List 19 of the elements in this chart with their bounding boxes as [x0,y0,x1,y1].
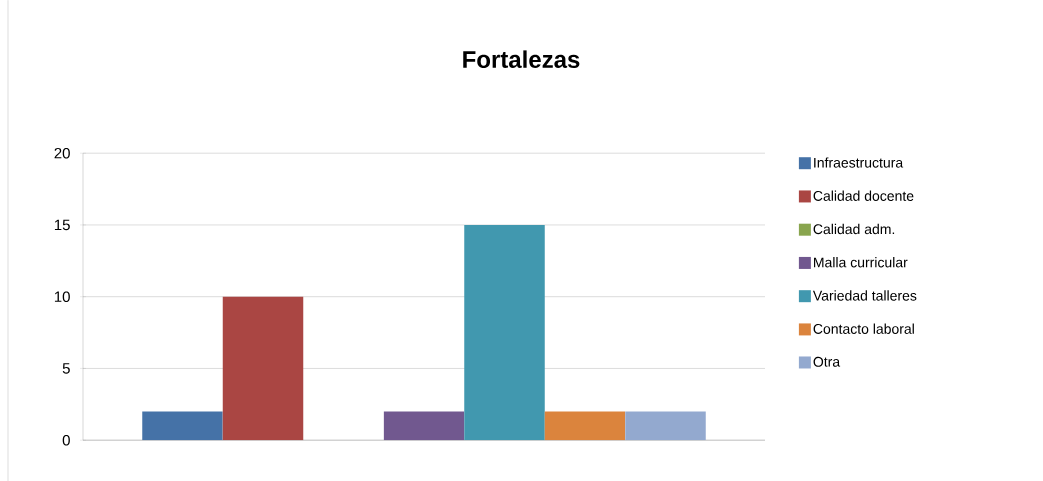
legend-label: Infraestructura [814,157,904,168]
legend-label: Contacto laboral [813,323,914,334]
y-tick-label: 0 [62,434,70,446]
y-tick-label: 15 [54,219,70,230]
legend-label: Malla curricular [814,256,908,268]
bar [142,411,223,440]
y-tick-label: 5 [62,363,70,374]
y-tick-label: 20 [54,147,70,159]
bar [383,411,465,440]
legend-label: Calidad adm. [813,223,895,234]
bar [222,296,304,440]
bar [464,224,545,440]
legend-label: Calidad docente [813,190,914,201]
legend-label: Otra [813,356,841,367]
bar [544,411,626,440]
bar [625,411,706,440]
legend-label: Variedad talleres [812,290,917,301]
chart-title: Fortalezas [463,50,580,68]
y-tick-label: 10 [54,291,70,302]
